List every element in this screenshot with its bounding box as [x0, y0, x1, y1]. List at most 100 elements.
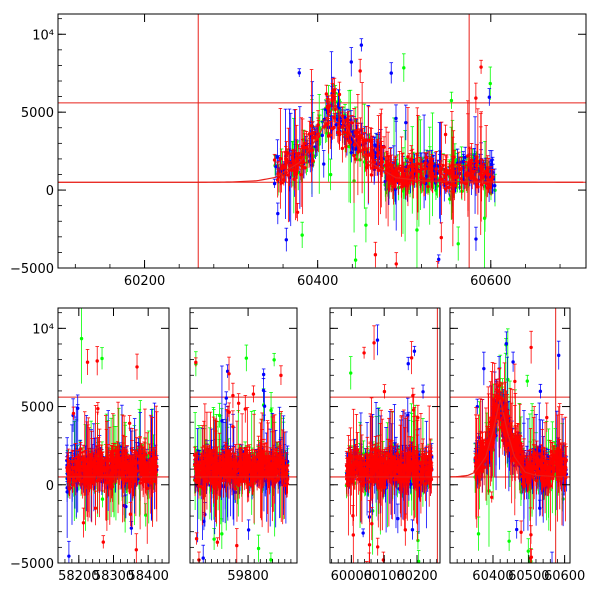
point-2 — [347, 139, 350, 142]
point-2 — [301, 145, 304, 148]
point-2 — [447, 186, 450, 189]
data-point — [329, 159, 333, 190]
point-2 — [327, 106, 330, 109]
point-2 — [350, 121, 353, 124]
data-point — [479, 60, 483, 74]
point-2 — [389, 163, 392, 166]
point-2 — [453, 184, 456, 187]
data-point — [476, 109, 480, 215]
data-point — [364, 208, 368, 242]
data-point — [80, 294, 84, 384]
data-point — [354, 246, 358, 274]
data-point — [300, 222, 304, 248]
data-point — [100, 348, 104, 370]
point-2 — [466, 172, 469, 175]
point-1 — [358, 158, 361, 161]
point-2 — [419, 175, 422, 178]
y-tick-label: −5000 — [10, 262, 54, 277]
data-point — [474, 227, 478, 251]
point-1 — [489, 82, 492, 85]
point-2 — [358, 137, 361, 140]
point-2 — [273, 158, 276, 161]
y-tick-label: 0 — [46, 184, 54, 199]
point-2 — [283, 165, 286, 168]
point-1 — [80, 337, 83, 340]
point-2 — [374, 253, 377, 256]
point-2 — [279, 157, 282, 160]
point-2 — [303, 166, 306, 169]
point-2 — [399, 179, 402, 182]
point-2 — [416, 162, 419, 165]
point-0 — [285, 238, 288, 241]
point-1 — [364, 223, 367, 226]
point-2 — [458, 168, 461, 171]
point-0 — [337, 103, 340, 106]
data-point — [456, 227, 460, 261]
point-2 — [381, 160, 384, 163]
point-2 — [337, 126, 340, 129]
data-point — [358, 153, 362, 167]
point-2 — [440, 167, 443, 170]
data-point — [436, 262, 440, 291]
point-0 — [276, 156, 279, 159]
point-2 — [415, 166, 418, 169]
point-2 — [457, 164, 460, 167]
point-2 — [425, 156, 428, 159]
point-0 — [298, 71, 301, 74]
point-1 — [329, 173, 332, 176]
data-point — [404, 105, 408, 140]
data-point — [450, 92, 454, 109]
point-2 — [440, 236, 443, 239]
point-2 — [487, 173, 490, 176]
point-2 — [384, 164, 387, 167]
data-point — [358, 59, 362, 82]
point-2 — [431, 177, 434, 180]
point-2 — [346, 118, 349, 121]
plot-area — [58, 294, 169, 599]
point-2 — [297, 152, 300, 155]
point-2 — [296, 166, 299, 169]
point-2 — [404, 182, 407, 185]
point-2 — [331, 94, 334, 97]
point-2 — [468, 162, 471, 165]
point-2 — [395, 262, 398, 265]
point-0 — [124, 505, 127, 508]
data-point — [402, 54, 406, 82]
data-point — [349, 48, 353, 77]
point-2 — [310, 124, 313, 127]
point-2 — [422, 177, 425, 180]
point-0 — [322, 162, 325, 165]
data-point — [394, 253, 398, 275]
point-2 — [393, 171, 396, 174]
point-2 — [299, 173, 302, 176]
point-2 — [343, 130, 346, 133]
point-0 — [273, 182, 276, 185]
point-2 — [486, 186, 489, 189]
point-2 — [476, 160, 479, 163]
point-2 — [377, 169, 380, 172]
point-2 — [491, 175, 494, 178]
point-2 — [325, 92, 328, 95]
point-0 — [314, 145, 317, 148]
plot-area — [58, 14, 586, 291]
point-2 — [296, 211, 299, 214]
data-point — [394, 105, 398, 132]
point-2 — [427, 163, 430, 166]
point-1 — [457, 242, 460, 245]
point-0 — [390, 71, 393, 74]
point-2 — [287, 173, 290, 176]
point-2 — [286, 151, 289, 154]
point-0 — [276, 212, 279, 215]
data-point — [444, 125, 448, 144]
data-point — [101, 491, 105, 507]
y-tick-label: 5000 — [21, 106, 54, 121]
data-point — [439, 223, 443, 253]
point-2 — [338, 133, 341, 136]
point-2 — [375, 148, 378, 151]
point-0 — [404, 121, 407, 124]
point-2 — [474, 96, 477, 99]
